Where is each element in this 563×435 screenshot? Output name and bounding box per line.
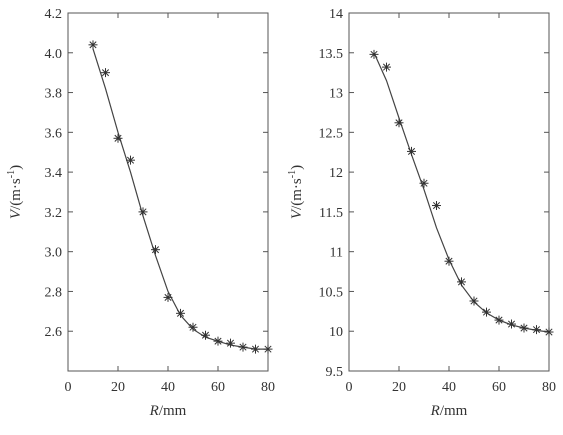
y-axis-label: V/(m·s-1) bbox=[6, 165, 24, 219]
data-point bbox=[201, 330, 210, 340]
y-axis-unit: /(m·s bbox=[289, 178, 305, 210]
data-point bbox=[482, 307, 491, 317]
y-tick-label: 12.5 bbox=[319, 126, 344, 141]
data-point bbox=[126, 155, 135, 165]
data-point bbox=[188, 322, 198, 332]
y-tick-label: 3.6 bbox=[45, 126, 63, 141]
y-tick-label: 3.0 bbox=[45, 246, 63, 261]
y-tick-label: 11.5 bbox=[319, 206, 343, 221]
data-point bbox=[101, 68, 110, 78]
y-axis-unit-exponent: -1 bbox=[287, 170, 298, 178]
data-point bbox=[213, 336, 223, 346]
fit-line bbox=[373, 52, 550, 333]
y-tick-label: 4.2 bbox=[45, 7, 63, 22]
y-axis-unit-close: ) bbox=[8, 165, 24, 170]
x-tick-label: 40 bbox=[442, 380, 456, 395]
data-point bbox=[151, 245, 160, 255]
y-axis-unit: /(m·s bbox=[8, 178, 24, 210]
y-axis-var: V bbox=[8, 208, 24, 219]
y-tick-label: 13 bbox=[329, 87, 343, 102]
chart-left: 0 20 40 60 80 2.6 2.8 3.0 3.2 3.4 3.6 3.8 4.0 4.2 R/mm… bbox=[6, 7, 275, 419]
x-tick-label: 80 bbox=[542, 380, 556, 395]
x-axis-var: R bbox=[430, 403, 440, 419]
y-tick-label: 12 bbox=[329, 166, 343, 181]
fit-line bbox=[92, 48, 268, 350]
y-tick-label: 3.2 bbox=[45, 206, 63, 221]
x-axis-unit: /mm bbox=[440, 403, 468, 419]
y-tick-label: 2.6 bbox=[45, 325, 63, 340]
y-tick-label: 13.5 bbox=[319, 47, 344, 62]
y-axis-unit-exponent: -1 bbox=[6, 170, 17, 178]
y-tick-label: 10 bbox=[329, 325, 343, 340]
data-point bbox=[432, 201, 441, 211]
x-tick-label: 0 bbox=[65, 380, 72, 395]
x-tick-label: 40 bbox=[161, 380, 175, 395]
data-point bbox=[138, 207, 148, 217]
data-point bbox=[444, 256, 454, 266]
y-axis-unit-close: ) bbox=[289, 165, 305, 170]
x-axis-var: R bbox=[149, 403, 159, 419]
x-tick-label: 60 bbox=[492, 380, 506, 395]
x-tick-label: 20 bbox=[392, 380, 406, 395]
x-tick-label: 0 bbox=[346, 380, 353, 395]
y-tick-label: 2.8 bbox=[45, 285, 63, 300]
y-tick-label: 10.5 bbox=[319, 285, 344, 300]
x-tick-label: 80 bbox=[261, 380, 275, 395]
y-tick-label: 11 bbox=[330, 246, 343, 261]
data-point bbox=[494, 315, 504, 325]
axes-frame bbox=[348, 12, 550, 372]
data-point bbox=[251, 344, 260, 354]
y-tick-label: 9.5 bbox=[326, 365, 344, 380]
y-tick-label: 3.4 bbox=[45, 166, 63, 181]
data-point bbox=[457, 277, 466, 287]
y-axis-var: V bbox=[289, 208, 305, 219]
x-axis-label: R/mm bbox=[430, 403, 468, 419]
data-point bbox=[544, 327, 554, 337]
data-point bbox=[226, 338, 235, 348]
data-point bbox=[369, 49, 379, 59]
x-axis-label: R/mm bbox=[149, 403, 187, 419]
data-point bbox=[176, 308, 185, 318]
y-tick-label: 3.8 bbox=[45, 87, 63, 102]
y-axis-label: V/(m·s-1) bbox=[287, 165, 305, 219]
data-point bbox=[407, 146, 416, 156]
y-tick-label: 4.0 bbox=[45, 47, 63, 62]
y-tick-label: 14 bbox=[329, 7, 343, 22]
data-point bbox=[263, 344, 273, 354]
data-point bbox=[382, 62, 391, 72]
x-axis-unit: /mm bbox=[159, 403, 187, 419]
data-point bbox=[113, 133, 123, 143]
data-point bbox=[419, 178, 429, 188]
data-point bbox=[238, 342, 248, 352]
data-point bbox=[469, 296, 479, 306]
data-point bbox=[394, 118, 404, 128]
data-point bbox=[532, 325, 541, 335]
x-tick-label: 20 bbox=[111, 380, 125, 395]
chart-right: 0 20 40 60 809.51010.51111.51212.51313.514R/… bbox=[287, 7, 556, 419]
x-tick-label: 60 bbox=[211, 380, 225, 395]
data-point bbox=[519, 323, 529, 333]
data-point bbox=[88, 40, 98, 50]
data-point bbox=[507, 319, 516, 329]
data-point bbox=[163, 292, 173, 302]
